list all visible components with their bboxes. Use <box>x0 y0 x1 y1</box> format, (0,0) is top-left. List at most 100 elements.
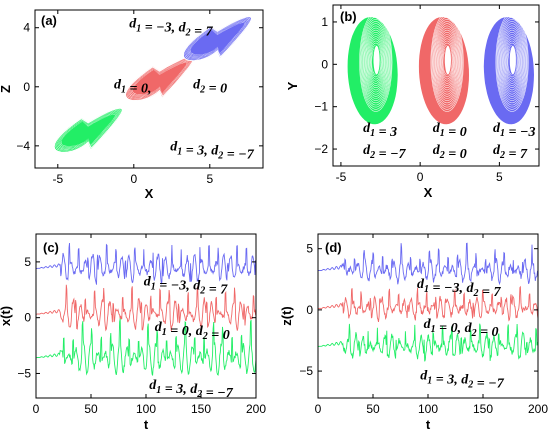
annotation-label: d1 = 3, d2 = −7 <box>149 378 233 401</box>
y-axis-label-b: Y <box>285 81 300 90</box>
attractor-loop <box>503 36 521 88</box>
panel-c: (c) t x(t) 0 50 100 150 200 −5 0 5 d1 = −3, d2 =… <box>0 233 266 432</box>
attractor-loop <box>496 14 528 110</box>
axes-frame-b <box>332 4 540 167</box>
annotation-label: d1 = 0 <box>433 121 467 140</box>
attractor-hole <box>508 44 517 76</box>
plot-area-d <box>318 242 538 362</box>
annotation-label: d1 = 0, <box>114 77 151 96</box>
series-line-green <box>36 318 256 376</box>
attractor-loop <box>498 21 526 104</box>
x-tick-label: 100 <box>418 402 438 416</box>
attractor-loop <box>435 27 459 97</box>
attractor-loop <box>497 19 527 106</box>
panel-a: (a) X Z -5 0 5 −4 0 4 d1 = −3, d2 = 7 d1 = 0, d2… <box>0 9 264 201</box>
x-axis-label-b: X <box>424 185 433 200</box>
y-axis-label-d: z(t) <box>279 306 294 326</box>
annotation-label: d1 = −3, d2 = 7 <box>144 274 228 297</box>
attractor-loop <box>367 38 384 86</box>
y-tick-label: 5 <box>306 242 313 256</box>
attractor-hole <box>443 44 452 76</box>
panel-label-a: (a) <box>41 13 57 28</box>
attractor-loop <box>436 29 458 95</box>
attractor-loop <box>504 40 520 84</box>
x-tick-label: 0 <box>33 402 40 416</box>
attractor-loop <box>501 32 523 93</box>
attractor-green <box>53 107 123 153</box>
attractor-red <box>125 55 195 102</box>
attractor-loop <box>431 14 463 110</box>
attractor-loop <box>437 34 457 91</box>
attractor-loop <box>496 16 528 108</box>
attractor-loop <box>364 29 387 95</box>
y-tick-label: 4 <box>23 21 30 35</box>
attractor-loop <box>500 27 524 97</box>
x-tick-label: -5 <box>336 170 347 184</box>
y-tick-label: −5 <box>299 364 313 378</box>
attractor-loop <box>363 25 389 99</box>
attractor-loop <box>369 42 383 82</box>
x-tick-label: 100 <box>136 402 156 416</box>
attractor-loop <box>433 21 461 104</box>
attractor-loop <box>364 27 388 97</box>
axes-frame-a <box>34 9 264 169</box>
x-tick-label: 5 <box>206 172 213 186</box>
attractor-loop <box>362 23 389 101</box>
plot-area-b <box>347 12 535 125</box>
attractor-loop <box>359 14 392 110</box>
x-tick-label: 0 <box>315 402 322 416</box>
x-tick-label: 150 <box>473 402 493 416</box>
x-tick-label: 50 <box>366 402 380 416</box>
annotation-label: d2 = 0 <box>193 77 227 96</box>
x-tick-label: 200 <box>528 402 548 416</box>
y-tick-label: −2 <box>314 142 328 156</box>
panel-b: (b) X Y -5 0 5 −2 −1 0 1 d1 = 3 d2 = −7 d1 = 0 d2 … <box>285 4 540 200</box>
y-tick-label: −1 <box>314 100 328 114</box>
attractor-loop <box>432 19 462 106</box>
attractor-loop <box>125 55 195 102</box>
attractor-loop <box>439 38 456 86</box>
y-tick-label: 1 <box>321 15 328 29</box>
annotation-label: d1 = −3, d2 = 7 <box>417 277 501 300</box>
attractor-blue <box>182 16 252 62</box>
attractor-loop <box>434 25 460 99</box>
attractor-loop <box>502 34 522 91</box>
attractor-loop <box>53 107 123 153</box>
annotation-label: d2 = −7 <box>363 143 406 162</box>
x-tick-label: 50 <box>84 402 98 416</box>
x-axis-label-c: t <box>144 417 149 432</box>
annotation-label: d1 = 3 <box>363 121 397 140</box>
attractor-loop <box>434 23 461 101</box>
attractor-loop <box>505 42 519 82</box>
x-tick-label: 5 <box>496 170 503 184</box>
annotation-label: d1 = 0, d2 = 0 <box>424 317 499 340</box>
series-line-blue <box>318 242 538 286</box>
attractor-loop <box>365 32 386 93</box>
y-axis-label-a: Z <box>0 85 13 93</box>
attractor-green <box>347 12 398 125</box>
x-tick-label: 200 <box>246 402 266 416</box>
x-axis-label-a: X <box>145 186 154 201</box>
annotation-label: d2 = 7 <box>493 143 528 162</box>
y-tick-label: 5 <box>24 255 31 269</box>
attractor-loop <box>359 12 393 112</box>
plot-area-c <box>36 242 256 376</box>
y-axis-label-c: x(t) <box>0 306 13 326</box>
attractor-loop <box>366 36 385 88</box>
x-tick-label: -5 <box>52 172 63 186</box>
attractor-loop <box>362 21 390 104</box>
annotation-label: d1 = 0, d2 = 0 <box>155 320 230 343</box>
attractor-loop <box>430 12 464 112</box>
annotation-label: d1 = −3, d2 = 7 <box>129 17 213 40</box>
attractor-loop <box>439 40 455 84</box>
series-line-red <box>36 284 256 332</box>
panel-label-b: (b) <box>340 9 357 24</box>
attractor-loop <box>440 42 454 82</box>
y-tick-label: 0 <box>321 57 328 71</box>
annotation-label: d1 = 3, d2 = −7 <box>420 369 504 392</box>
attractor-loop <box>495 12 529 112</box>
attractor-loop <box>503 38 521 86</box>
panel-label-c: (c) <box>43 240 59 255</box>
attractor-loop <box>499 25 525 99</box>
